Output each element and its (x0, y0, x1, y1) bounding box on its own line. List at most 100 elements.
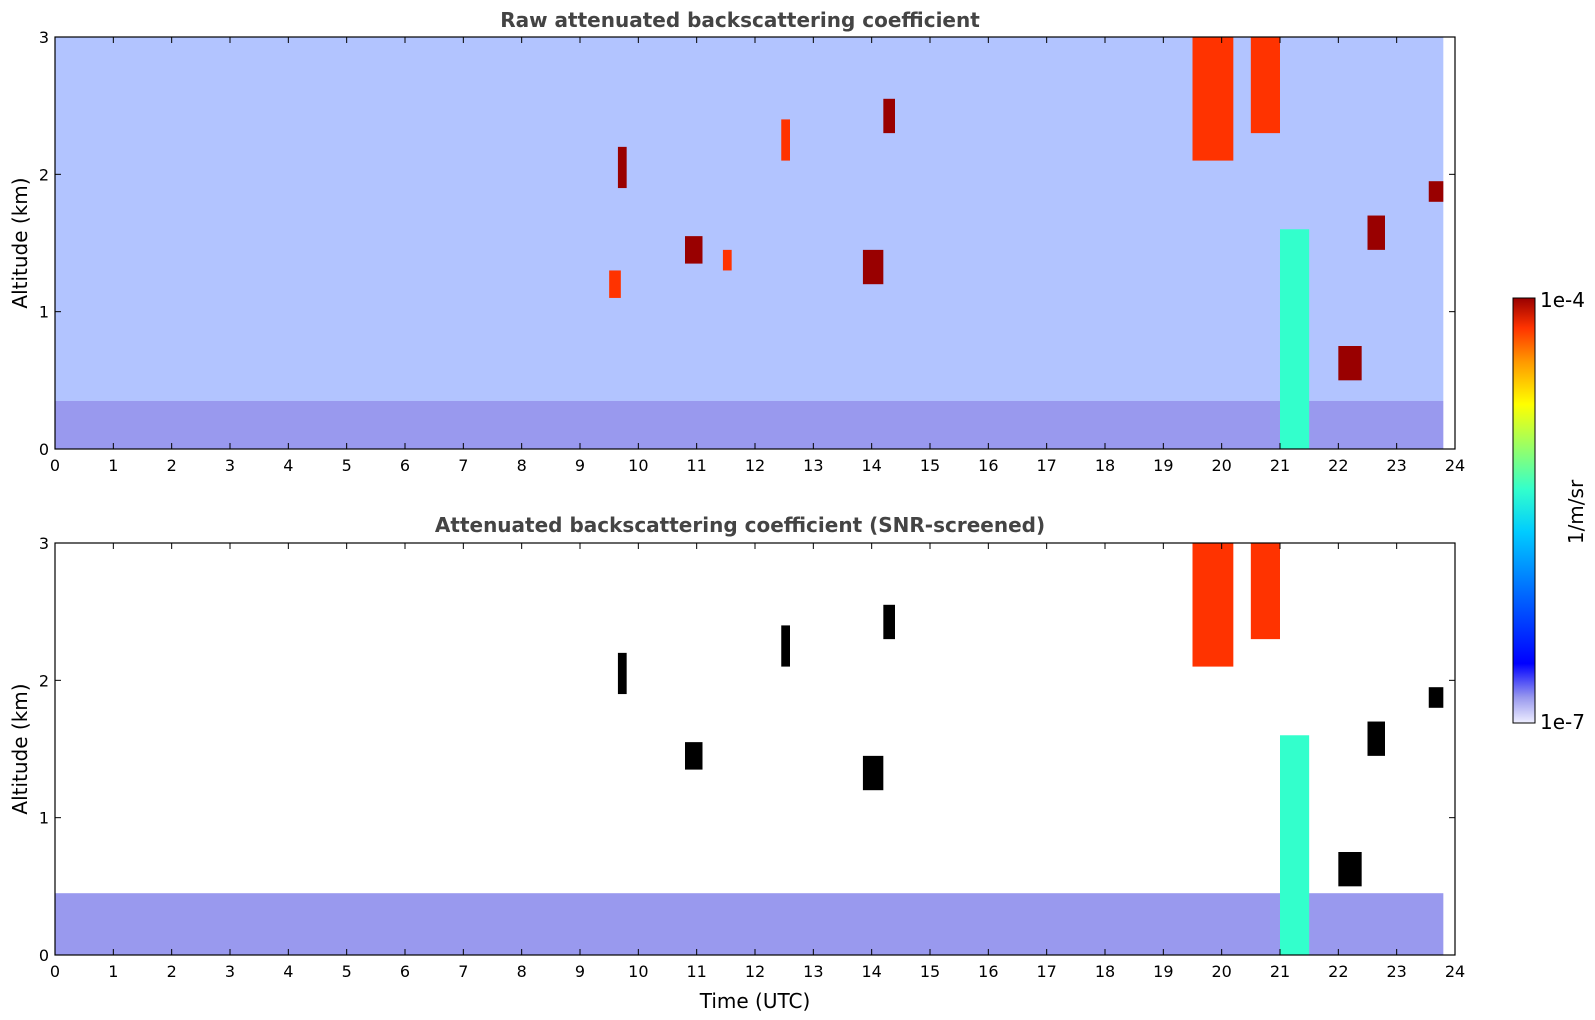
heatmap-region-1 (1192, 543, 1234, 667)
heatmap-region-3 (1280, 735, 1310, 955)
x-tick-label: 14 (861, 962, 881, 981)
heatmap-region-5 (1367, 721, 1385, 756)
heatmap-region-4 (1338, 852, 1362, 887)
heatmap-region-14 (883, 98, 895, 134)
x-tick-label: 5 (342, 962, 352, 981)
heatmap-region-9 (781, 625, 790, 667)
heatmap-region-12 (781, 119, 790, 161)
heatmap-region-8 (685, 742, 703, 770)
x-tick-label: 17 (1036, 456, 1056, 475)
x-tick-label: 15 (920, 962, 940, 981)
panel-screened-x-ticks: 0 1 2 3 4 5 6 7 8 9 10 11 12 13 14 15 16 17 18 19 20 21 22 23 24 (50, 543, 1465, 981)
y-tick-label: 0 (39, 440, 49, 459)
x-tick-label: 11 (686, 962, 706, 981)
x-tick-label: 17 (1036, 962, 1056, 981)
x-tick-label: 9 (575, 962, 585, 981)
x-tick-label: 9 (575, 456, 585, 475)
heatmap-region-9 (609, 270, 621, 298)
x-tick-label: 10 (628, 456, 648, 475)
x-tick-label: 18 (1095, 962, 1115, 981)
heatmap-region-5 (1338, 346, 1362, 381)
colorbar-max-label: 1e-4 (1540, 288, 1585, 312)
x-tick-label: 6 (400, 456, 410, 475)
y-tick-label: 3 (39, 28, 49, 47)
heatmap-region-3 (1250, 37, 1280, 134)
y-tick-label: 1 (39, 303, 49, 322)
panel-screened-heatmap (55, 543, 1444, 955)
x-tick-label: 7 (458, 962, 468, 981)
x-tick-label: 21 (1270, 456, 1290, 475)
heatmap-region-6 (1428, 687, 1444, 708)
heatmap-region-0 (55, 893, 1444, 955)
x-tick-label: 4 (283, 456, 293, 475)
heatmap-region-4 (1280, 229, 1310, 449)
x-tick-label: 13 (803, 962, 823, 981)
panel-raw-title: Raw attenuated backscattering coefficien… (500, 8, 980, 32)
x-tick-label: 20 (1211, 962, 1231, 981)
x-tick-label: 3 (225, 962, 235, 981)
x-tick-label: 24 (1445, 962, 1465, 981)
colorbar-min-label: 1e-7 (1540, 710, 1585, 734)
y-tick-label: 0 (39, 946, 49, 965)
x-tick-label: 20 (1211, 456, 1231, 475)
x-tick-label: 18 (1095, 456, 1115, 475)
heatmap-region-1 (55, 37, 1444, 401)
heatmap-region-13 (862, 249, 884, 285)
x-tick-label: 19 (1153, 962, 1173, 981)
y-tick-label: 2 (39, 165, 49, 184)
x-tick-label: 23 (1386, 962, 1406, 981)
x-tick-label: 5 (342, 456, 352, 475)
x-tick-label: 6 (400, 962, 410, 981)
x-tick-label: 0 (50, 456, 60, 475)
x-tick-label: 2 (167, 456, 177, 475)
heatmap-region-0 (55, 400, 1444, 449)
x-tick-label: 2 (167, 962, 177, 981)
y-tick-label: 3 (39, 534, 49, 553)
heatmap-region-11 (883, 604, 895, 640)
colorbar-unit-label: 1/m/sr (1564, 479, 1588, 544)
heatmap-region-2 (1192, 37, 1234, 161)
x-tick-label: 10 (628, 962, 648, 981)
heatmap-region-8 (617, 146, 627, 189)
x-tick-label: 16 (978, 962, 998, 981)
x-tick-label: 21 (1270, 962, 1290, 981)
panel-raw-y-axis-label: Altitude (km) (8, 177, 32, 308)
y-tick-label: 1 (39, 809, 49, 828)
x-tick-label: 3 (225, 456, 235, 475)
colorbar-gradient (1512, 297, 1536, 724)
x-tick-label: 7 (458, 456, 468, 475)
panel-screened-y-ticks: 0 1 2 3 (39, 534, 1455, 965)
x-tick-label: 4 (283, 962, 293, 981)
x-tick-label: 15 (920, 456, 940, 475)
x-tick-label: 8 (517, 962, 527, 981)
x-tick-label: 1 (108, 962, 118, 981)
panel-screened-x-axis-label: Time (UTC) (699, 989, 811, 1013)
x-tick-label: 16 (978, 456, 998, 475)
heatmap-region-2 (1250, 543, 1280, 640)
colorbar: 1e-4 1e-7 1/m/sr (1512, 288, 1588, 734)
heatmap-region-7 (1428, 181, 1444, 202)
heatmap-region-10 (862, 755, 884, 791)
panel-screened-title: Attenuated backscattering coefficient (S… (435, 513, 1045, 537)
panel-raw-heatmap (55, 37, 1444, 449)
x-tick-label: 24 (1445, 456, 1465, 475)
panel-screened-y-axis-label: Altitude (km) (8, 683, 32, 814)
y-tick-label: 2 (39, 671, 49, 690)
x-tick-label: 13 (803, 456, 823, 475)
panel-raw: Raw attenuated backscattering coefficien… (8, 8, 1465, 475)
panel-raw-y-ticks: 0 1 2 3 (39, 28, 1455, 459)
x-tick-label: 22 (1328, 456, 1348, 475)
x-tick-label: 8 (517, 456, 527, 475)
heatmap-region-7 (617, 652, 627, 695)
x-tick-label: 0 (50, 962, 60, 981)
x-tick-label: 1 (108, 456, 118, 475)
x-tick-label: 19 (1153, 456, 1173, 475)
heatmap-region-11 (722, 249, 732, 271)
x-tick-label: 12 (745, 962, 765, 981)
panel-raw-x-ticks: 0 1 2 3 4 5 6 7 8 9 10 11 12 13 14 15 16 17 18 19 20 21 22 23 24 (50, 37, 1465, 475)
x-tick-label: 23 (1386, 456, 1406, 475)
heatmap-region-10 (685, 236, 703, 264)
heatmap-region-6 (1367, 215, 1385, 250)
x-tick-label: 22 (1328, 962, 1348, 981)
